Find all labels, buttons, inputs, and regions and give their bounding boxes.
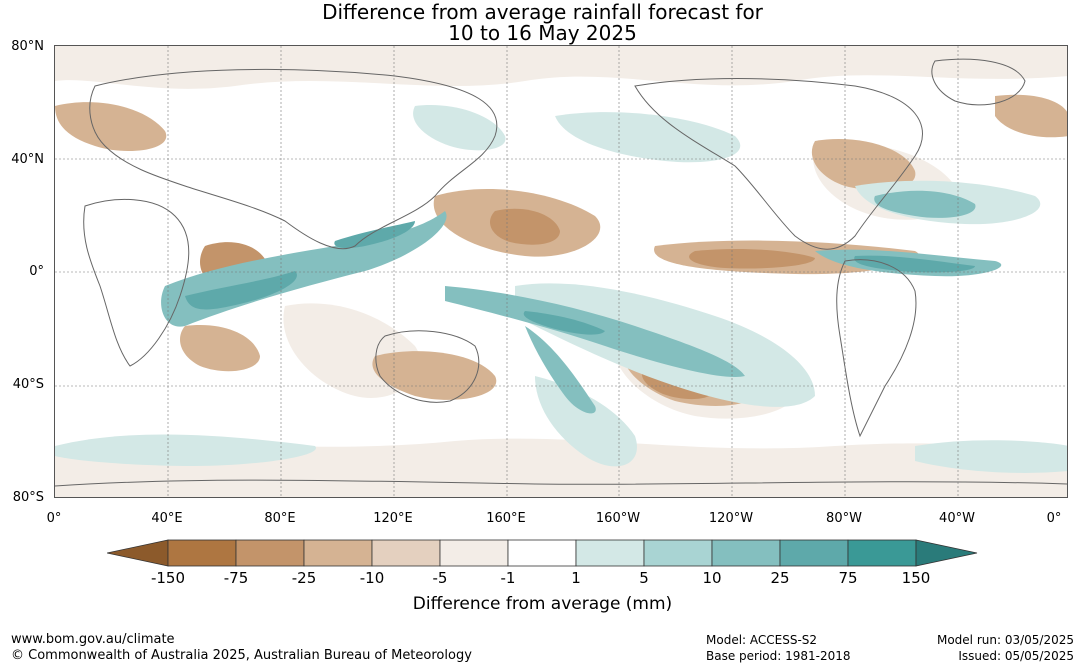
legend-block-2: [235, 539, 305, 567]
legend-block-12: [915, 539, 978, 567]
legend-block-4: [371, 539, 441, 567]
footer-issued: Issued: 05/05/2025: [958, 649, 1074, 663]
legend-block-8: [643, 539, 713, 567]
title-line-1: Difference from average rainfall forecas…: [322, 0, 763, 24]
legend-tick-label: -1: [500, 569, 516, 587]
legend-block-6: [507, 539, 577, 567]
lon-label-160w: 160°W: [595, 511, 641, 526]
footer-model-run: Model run: 03/05/2025: [936, 633, 1074, 647]
lat-label-40n: 40°N: [11, 152, 44, 167]
lon-label-120w: 120°W: [708, 511, 754, 526]
rainfall-anomaly-map: [54, 45, 1068, 498]
legend-tick-label: 10: [702, 569, 722, 587]
north-america-outline: [634, 78, 923, 250]
legend-tick-label: -10: [359, 569, 385, 587]
legend-tick-label: -75: [223, 569, 249, 587]
legend-block-10: [779, 539, 849, 567]
map-svg: [55, 46, 1067, 497]
south-america-outline: [836, 259, 917, 438]
lat-label-40s: 40°S: [12, 377, 44, 392]
legend-block-11: [847, 539, 917, 567]
footer-copyright: © Commonwealth of Australia 2025, Austra…: [11, 648, 472, 663]
lon-label-80w: 80°W: [826, 511, 862, 526]
legend-block-3: [303, 539, 373, 567]
colour-legend: [107, 539, 978, 567]
footer-model: Model: ACCESS-S2: [706, 633, 818, 647]
lon-label-160e: 160°E: [486, 511, 526, 526]
coastlines: [55, 58, 1067, 487]
legend-block-1: [167, 539, 237, 567]
anomaly-very-wet-regions: [185, 221, 975, 335]
legend-tick-label: 1: [571, 569, 581, 587]
africa-outline: [83, 198, 190, 367]
greenland-outline: [931, 58, 1026, 106]
legend-tick-label: 5: [639, 569, 649, 587]
legend-tick-label: -5: [432, 569, 448, 587]
legend-tick-label: 25: [770, 569, 790, 587]
legend-block-5: [439, 539, 509, 567]
graticule: [55, 46, 1067, 497]
legend-tick-label: -150: [150, 569, 186, 587]
australia-outline: [375, 330, 480, 403]
legend-block-7: [575, 539, 645, 567]
legend-block-9: [711, 539, 781, 567]
legend-tick-label: 150: [901, 569, 931, 587]
legend-block-0: [107, 539, 169, 567]
lat-label-equator: 0°: [29, 264, 44, 279]
lon-label-40e: 40°E: [151, 511, 183, 526]
lon-label-80e: 80°E: [264, 511, 296, 526]
antarctica-outline: [55, 479, 1067, 487]
footer-base-period: Base period: 1981-2018: [706, 649, 851, 663]
legend-title: Difference from average (mm): [412, 594, 673, 614]
lat-label-80n: 80°N: [11, 39, 44, 54]
footer-url[interactable]: www.bom.gov.au/climate: [11, 632, 175, 647]
lon-label-0: 0°: [46, 511, 62, 526]
lon-label-120e: 120°E: [373, 511, 413, 526]
lon-label-40w: 40°W: [939, 511, 975, 526]
eurasia-outline: [89, 68, 498, 250]
legend-tick-label: 75: [838, 569, 858, 587]
lat-label-80s: 80°S: [12, 490, 44, 505]
lon-label-0-east: 0°: [1046, 511, 1062, 526]
title-line-2: 10 to 16 May 2025: [448, 21, 637, 45]
legend-tick-label: -25: [291, 569, 317, 587]
